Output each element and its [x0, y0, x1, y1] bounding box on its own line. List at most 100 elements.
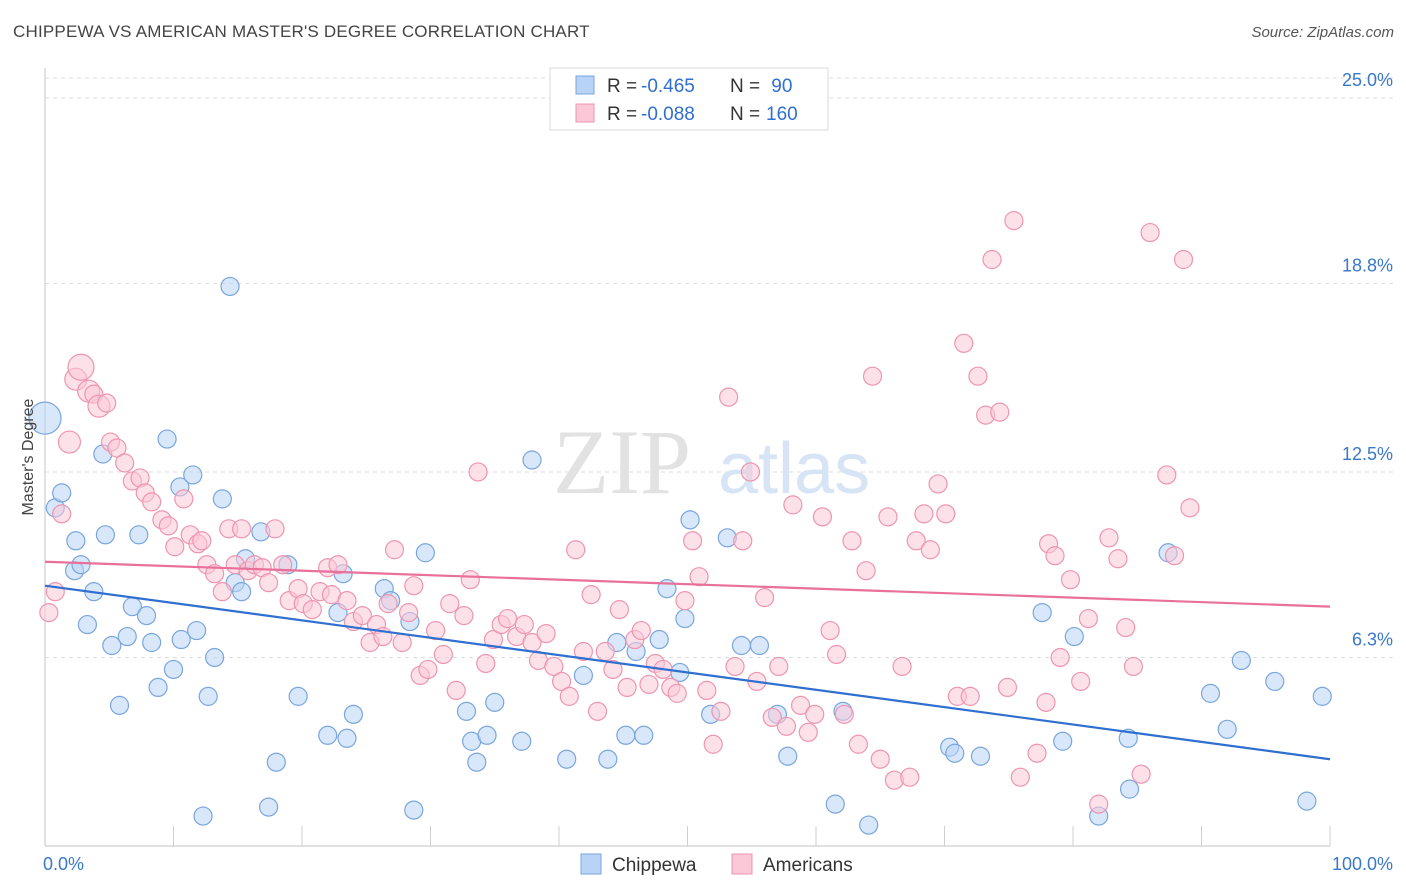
data-point-chippewa [573, 665, 594, 686]
data-point-americans [790, 695, 811, 715]
data-point-chippewa [415, 543, 435, 563]
data-point-americans [1045, 546, 1065, 566]
data-point-chippewa [859, 815, 879, 835]
data-point-americans [1157, 465, 1177, 485]
data-point-americans [476, 653, 496, 674]
legend-r-value-chippewa: -0.465 [641, 76, 695, 97]
data-point-chippewa [212, 489, 232, 509]
trend-line-chippewa [44, 584, 1331, 761]
data-point-americans [1036, 692, 1056, 712]
data-point-americans [848, 734, 869, 754]
data-point-americans [566, 540, 586, 560]
data-point-chippewa [649, 629, 669, 650]
legend-bottom-swatch-chippewa [580, 853, 602, 875]
data-point-americans [954, 333, 974, 353]
data-point-americans [697, 680, 717, 701]
data-point-chippewa [52, 483, 72, 503]
data-point-chippewa [95, 525, 115, 545]
data-point-americans [559, 686, 579, 706]
data-point-chippewa [749, 635, 770, 656]
data-point-chippewa [477, 725, 497, 745]
data-point-americans [960, 686, 980, 706]
y-tick-label: 6.3% [1352, 629, 1393, 649]
data-point-americans [812, 507, 833, 527]
data-point-americans [404, 576, 424, 596]
data-point-americans [142, 492, 162, 512]
data-point-americans [544, 656, 564, 677]
data-point-americans [265, 519, 285, 539]
data-point-chippewa [288, 686, 308, 706]
data-point-americans [446, 680, 466, 701]
data-point-chippewa [1265, 671, 1285, 692]
data-point-americans [689, 567, 709, 587]
data-point-americans [842, 531, 862, 551]
data-point-chippewa [157, 429, 177, 449]
data-point-chippewa [102, 635, 122, 656]
series-americans [39, 211, 1200, 814]
data-point-chippewa [258, 797, 279, 817]
legend-n-label-americans: N = [730, 104, 760, 125]
data-point-chippewa [467, 752, 487, 772]
data-point-americans [856, 561, 876, 581]
data-point-chippewa [485, 692, 505, 712]
data-point-americans [603, 659, 623, 680]
data-point-chippewa [171, 629, 191, 650]
data-point-chippewa [193, 806, 213, 826]
data-point-chippewa [71, 555, 91, 575]
data-point-chippewa [142, 632, 162, 653]
data-point-americans [1180, 498, 1200, 518]
data-point-chippewa [1053, 731, 1073, 751]
data-point-americans [936, 504, 956, 524]
watermark: ZIP atlas [553, 411, 870, 513]
data-point-chippewa [1118, 728, 1138, 748]
data-point-americans [192, 531, 212, 551]
legend-r-label-chippewa: R = [607, 76, 637, 97]
data-point-americans [1173, 249, 1194, 270]
data-point-chippewa [616, 725, 636, 745]
data-point-chippewa [970, 746, 991, 766]
data-point-chippewa [187, 620, 207, 641]
data-point-chippewa [117, 626, 137, 647]
data-point-americans [639, 674, 659, 695]
data-point-chippewa [220, 276, 240, 297]
data-point-americans [826, 644, 847, 665]
legend-swatch-americans [575, 103, 595, 123]
data-point-americans [740, 462, 761, 482]
data-point-chippewa [634, 725, 654, 745]
data-point-americans [725, 656, 745, 677]
data-point-americans [468, 462, 488, 482]
data-point-americans [820, 620, 840, 641]
data-point-americans [384, 540, 405, 560]
data-point-chippewa [337, 728, 357, 748]
data-point-americans [1060, 570, 1081, 590]
data-point-americans [352, 605, 372, 626]
data-point-americans [158, 516, 178, 536]
data-point-americans [205, 564, 225, 584]
y-tick-label: 25.0% [1342, 70, 1393, 90]
legend-bottom-label-americans: Americans [763, 855, 853, 876]
data-point-americans [990, 402, 1010, 422]
data-point-chippewa [731, 635, 752, 656]
data-point-americans [862, 366, 883, 386]
trend-line-americans [44, 560, 1331, 608]
data-point-americans [1010, 767, 1030, 787]
data-point-americans [1131, 764, 1151, 784]
data-point-americans [232, 519, 252, 539]
legend-swatch-chippewa [575, 75, 595, 95]
data-point-chippewa [205, 647, 225, 668]
data-point-americans [892, 656, 912, 677]
legend-bottom-label-chippewa: Chippewa [612, 855, 697, 876]
data-point-chippewa [680, 510, 700, 530]
data-point-americans [703, 734, 723, 754]
legend-n-value-chippewa: 90 [766, 76, 792, 97]
data-point-americans [418, 659, 438, 680]
data-point-americans [982, 249, 1002, 270]
y-axis-label: Master's Degree [20, 398, 37, 515]
data-point-americans [573, 641, 594, 662]
data-point-americans [878, 507, 898, 527]
data-point-chippewa [1297, 791, 1317, 811]
chart-title: CHIPPEWA VS AMERICAN MASTER'S DEGREE COR… [13, 22, 590, 41]
data-point-americans [906, 531, 926, 551]
x-tick-label: 100.0% [1332, 854, 1393, 874]
